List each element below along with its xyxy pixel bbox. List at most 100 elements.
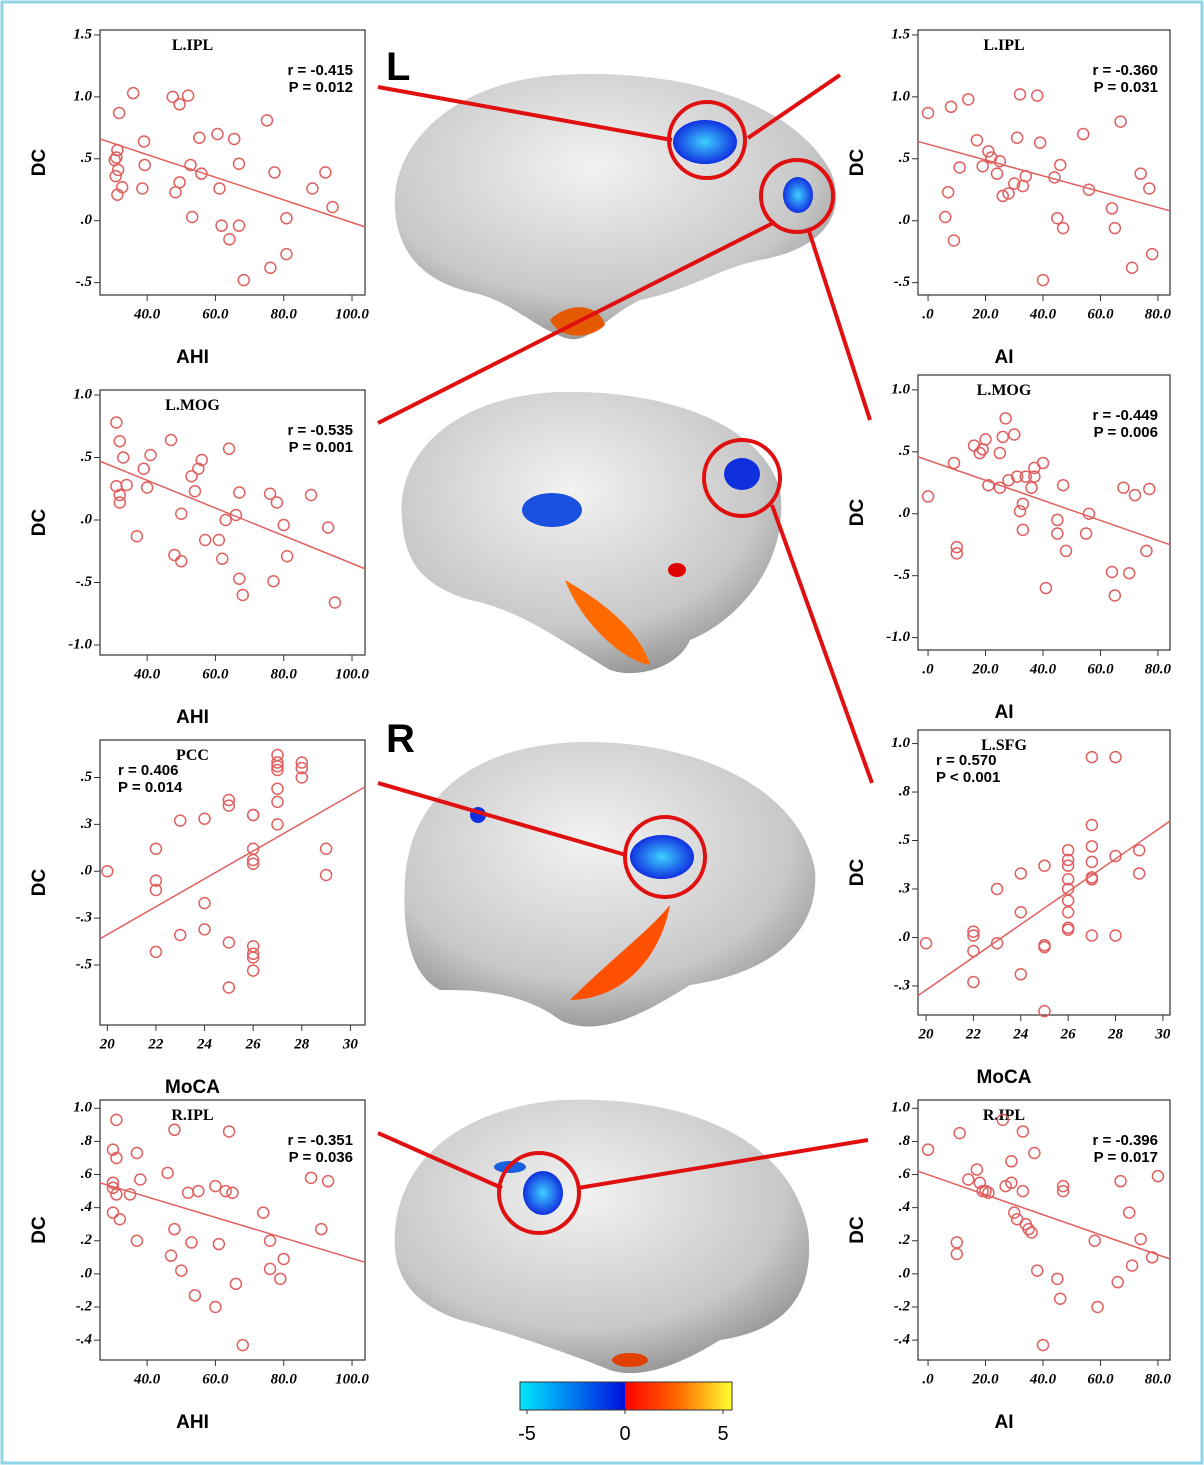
point [304,488,318,502]
point [1039,581,1053,595]
colorbar-tick-label: -5 [518,1423,536,1445]
y-axis-label: DC [29,509,50,537]
point [1076,127,1090,141]
point [137,135,151,148]
point [993,481,1007,494]
point [222,1125,236,1138]
point [319,868,333,882]
point [321,1174,335,1188]
activation [565,580,650,665]
y-tick-label: .3 [81,816,93,832]
point [246,951,260,964]
y-axis-label: DC [29,149,50,177]
point [149,945,163,959]
point [967,944,980,958]
y-tick-label: 1.0 [73,1100,92,1116]
y-tick-label: .0 [81,1265,93,1281]
point [263,487,277,500]
point [990,937,1004,950]
x-tick-label: 40.0 [133,1371,161,1387]
point [130,1146,144,1160]
point [315,1222,328,1236]
connector [577,1138,869,1190]
point [1108,221,1122,235]
colorbar-frame [519,1381,733,1411]
y-tick-label: .0 [81,511,93,527]
point [1025,1226,1038,1239]
panel-title: L.SFG [981,737,1027,754]
point [111,163,125,177]
point [164,1249,178,1262]
point [1122,566,1136,580]
x-tick-label: .0 [922,1371,934,1387]
x-tick-label: 22 [147,1036,164,1052]
plot-area [99,1099,366,1361]
x-tick-label: 40.0 [1029,1371,1057,1387]
activation [630,835,694,879]
connector [806,227,872,421]
point [188,485,202,498]
point [222,442,236,455]
x-tick-label: .0 [922,661,934,677]
point [109,169,122,183]
point [973,446,987,460]
point [1134,1232,1147,1246]
point [271,756,284,769]
point [1016,523,1030,537]
point [222,936,236,949]
point [110,1113,123,1127]
connectors [377,73,874,1235]
point [237,273,251,287]
point [944,100,958,114]
y-axis-label: DC [847,149,868,177]
point [1088,1234,1101,1248]
y-tick-label: 1.0 [891,381,910,397]
fit-line [917,820,1171,997]
annotation: r = -0.535 [288,422,353,439]
point [1079,527,1093,540]
point [198,533,212,547]
connector [377,85,673,142]
point [126,86,140,100]
point [215,219,228,232]
y-tick-label: -.5 [76,274,93,290]
y-tick-label: -1.0 [886,629,910,645]
point [271,795,284,809]
point [1008,1206,1021,1219]
point [973,1176,987,1190]
point [140,481,154,494]
y-tick-label: .0 [81,863,93,879]
point [941,185,955,199]
x-axis-label: AHI [176,1412,209,1433]
x-tick-label: 20.0 [971,661,999,677]
panel-title: R.IPL [171,1107,213,1124]
point [1143,182,1156,195]
point [168,548,181,562]
activation [673,120,737,164]
y-tick-label: .0 [899,505,911,521]
plot-area [917,374,1171,651]
point [111,188,124,201]
annotation: r = -0.396 [1093,1132,1158,1149]
point [1036,456,1050,470]
y-axis-label: DC [847,499,868,527]
point [211,127,224,141]
point [277,518,290,532]
point [1085,750,1099,764]
y-tick-label: .4 [899,1199,911,1215]
point [1125,261,1139,275]
x-tick-label: .0 [922,306,934,322]
y-tick-label: .0 [899,212,911,228]
point [1109,849,1122,863]
y-tick-label: .2 [899,1232,911,1248]
point [268,166,281,179]
point [260,114,274,127]
point [1111,1275,1124,1289]
point [1016,1184,1030,1198]
panel-title: L.MOG [977,382,1032,399]
point [947,234,961,247]
point [1005,1176,1018,1190]
x-tick-label: 40.0 [1029,661,1057,677]
point [962,1173,975,1186]
